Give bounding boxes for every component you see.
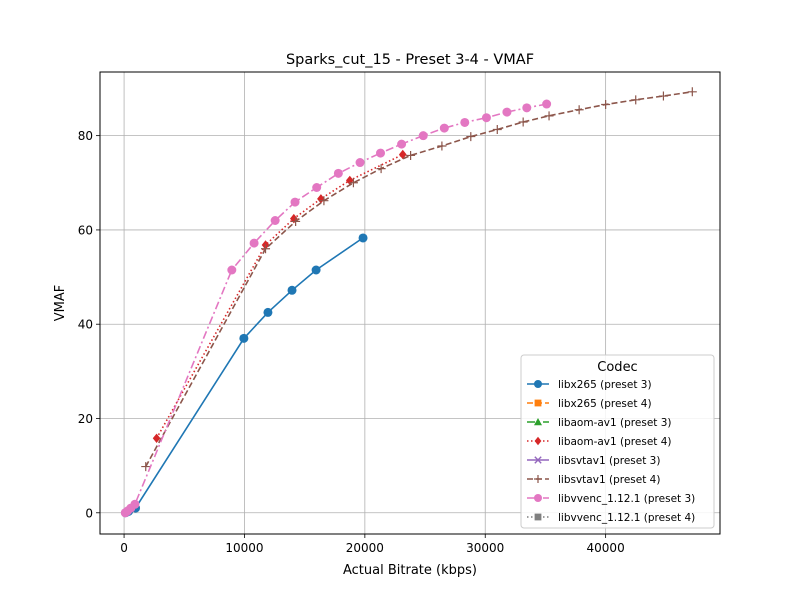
data-point (492, 125, 502, 135)
data-point (355, 158, 365, 168)
series-5 (141, 87, 697, 472)
data-point (439, 123, 449, 133)
y-tick-label: 0 (85, 506, 93, 520)
series-line (155, 153, 404, 439)
data-point (270, 216, 280, 225)
data-point (249, 238, 259, 248)
data-point (319, 196, 329, 206)
data-point (376, 164, 386, 174)
data-point (534, 436, 542, 446)
legend-label: libaom-av1 (preset 3) (558, 417, 672, 429)
data-point (141, 462, 151, 472)
data-point (397, 139, 407, 149)
legend-box (520, 354, 715, 529)
legend: Codec libx265 (preset 3)libx265 (preset … (520, 354, 715, 529)
legend-item: libx265 (preset 3) (527, 379, 652, 391)
data-point (406, 150, 416, 160)
data-point (376, 148, 386, 158)
data-point (518, 117, 528, 127)
legend-label: libvvenc_1.12.1 (preset 4) (558, 512, 695, 524)
legend-label: libaom-av1 (preset 4) (558, 436, 672, 448)
data-point (466, 132, 476, 142)
data-point (534, 494, 542, 502)
legend-items: libx265 (preset 3) libx265 (preset 4) liba… (527, 379, 695, 524)
legend-label: libx265 (preset 4) (558, 398, 652, 410)
y-tick-label: 40 (78, 318, 93, 332)
x-tick-label: 10000 (225, 541, 263, 555)
legend-item: libx265 (preset 4) (527, 398, 652, 410)
data-point (437, 141, 447, 151)
data-point (287, 285, 297, 295)
data-point (631, 95, 641, 105)
data-point (261, 244, 271, 254)
y-axis-label: VMAF (53, 285, 68, 321)
data-point (544, 111, 554, 121)
legend-item: libsvtav1 (preset 3) (527, 455, 660, 467)
series-6 (120, 99, 552, 518)
data-point (534, 399, 542, 407)
legend-item: libaom-av1 (preset 3) (527, 417, 672, 429)
legend-item: libaom-av1 (preset 4) (527, 436, 672, 448)
legend-item: libsvtav1 (preset 4) (527, 474, 660, 486)
data-point (502, 107, 512, 117)
data-point (574, 105, 584, 115)
data-point (239, 333, 249, 343)
data-point (542, 99, 552, 109)
data-point (658, 91, 668, 101)
x-axis-label: Actual Bitrate (kbps) (343, 563, 477, 578)
data-point (522, 103, 532, 113)
data-point (358, 233, 368, 243)
data-point (534, 456, 542, 464)
data-point (333, 168, 343, 178)
legend-label: libsvtav1 (preset 3) (558, 455, 660, 467)
y-tick-label: 80 (78, 129, 93, 143)
chart-title: Sparks_cut_15 - Preset 3-4 - VMAF (286, 52, 534, 68)
data-point (534, 418, 542, 426)
data-point (398, 149, 407, 160)
plot-frame (99, 71, 721, 535)
data-point (263, 307, 273, 317)
legend-label: libx265 (preset 3) (558, 379, 652, 391)
data-point (291, 216, 301, 226)
x-tick-label: 30000 (466, 541, 504, 555)
legend-label: libsvtav1 (preset 4) (558, 474, 660, 486)
data-point (534, 475, 542, 483)
x-tick-label: 0 (120, 541, 128, 555)
x-tick-label: 40000 (587, 541, 625, 555)
data-point (687, 87, 697, 97)
data-point (460, 117, 470, 127)
y-tick-label: 60 (78, 223, 93, 237)
legend-title: Codec (597, 360, 637, 375)
axis-ticks: 0 10000 20000 30000 40000 0 20 40 60 80 (78, 129, 625, 555)
y-tick-label: 20 (78, 412, 93, 426)
data-point (152, 433, 161, 444)
x-tick-label: 20000 (346, 541, 384, 555)
data-point (534, 380, 542, 388)
data-point (418, 131, 428, 141)
data-point (348, 178, 358, 188)
series-layer (120, 87, 697, 518)
data-point (130, 499, 140, 509)
data-point (311, 265, 321, 275)
data-point (227, 265, 237, 275)
legend-item: libvvenc_1.12.1 (preset 4) (527, 512, 695, 524)
data-point (534, 513, 542, 521)
series-line (144, 91, 693, 467)
data-point (601, 100, 611, 110)
data-point (290, 197, 300, 207)
data-point (312, 183, 322, 192)
legend-label: libvvenc_1.12.1 (preset 3) (558, 493, 695, 505)
data-point (481, 113, 491, 123)
legend-item: libvvenc_1.12.1 (preset 3) (527, 493, 695, 505)
